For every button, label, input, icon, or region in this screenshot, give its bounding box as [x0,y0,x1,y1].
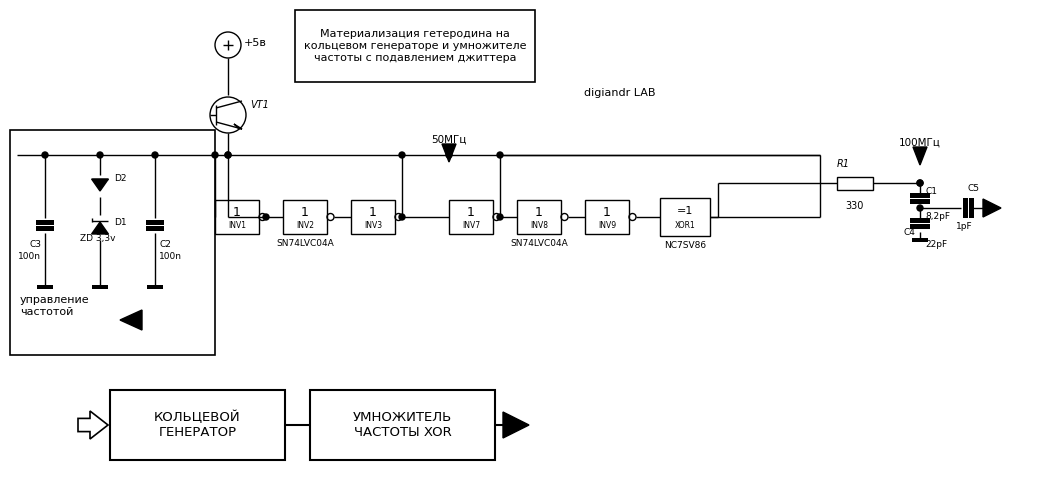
Text: INV8: INV8 [530,221,549,230]
Bar [660,198,710,236]
Polygon shape [983,199,1001,217]
Text: C3: C3 [29,240,41,249]
Text: КОЛЬЦЕВОЙ
ГЕНЕРАТОР: КОЛЬЦЕВОЙ ГЕНЕРАТОР [154,411,241,439]
Polygon shape [503,412,529,438]
Circle shape [917,205,923,211]
Bar [146,225,164,230]
Text: 1: 1 [369,206,377,220]
Text: УМНОЖИТЕЛЬ
ЧАСТОТЫ XOR: УМНОЖИТЕЛЬ ЧАСТОТЫ XOR [353,411,452,439]
Text: XOR1: XOR1 [675,221,695,230]
Text: управление
частотой: управление частотой [20,295,89,317]
Text: R1: R1 [837,159,850,169]
Text: D2: D2 [114,173,126,182]
Text: 1pF: 1pF [956,222,973,231]
Text: SN74LVC04A: SN74LVC04A [510,239,568,248]
Text: 100МГц: 100МГц [899,138,941,148]
Text: INV7: INV7 [462,221,480,230]
Bar [912,238,928,242]
Text: C4: C4 [904,228,915,237]
Bar [962,198,967,218]
Bar [10,130,215,355]
Bar [449,200,493,234]
Bar [910,198,930,203]
Text: 100n: 100n [18,252,41,261]
Circle shape [917,180,923,186]
Bar [910,223,930,228]
Text: 50МГц: 50МГц [432,135,467,145]
Text: 1: 1 [301,206,309,220]
Circle shape [917,180,923,186]
Circle shape [497,152,503,158]
Polygon shape [234,124,242,129]
Circle shape [263,214,269,220]
Circle shape [399,214,405,220]
Text: =1: =1 [677,206,693,216]
Text: D1: D1 [114,218,126,226]
Bar [310,390,495,460]
Bar [36,220,54,224]
Bar [968,198,974,218]
Polygon shape [120,310,142,330]
Text: NC7SV86: NC7SV86 [664,241,706,250]
Text: INV1: INV1 [227,221,246,230]
Polygon shape [91,222,108,234]
Text: C2: C2 [159,240,171,249]
Polygon shape [442,144,456,162]
Text: 22pF: 22pF [925,240,947,249]
Text: 1: 1 [233,206,241,220]
Text: Материализация гетеродина на
кольцевом генераторе и умножителе
частоты с подавле: Материализация гетеродина на кольцевом г… [304,29,526,63]
Circle shape [446,152,452,158]
Polygon shape [913,147,927,165]
Bar [109,390,285,460]
Bar [296,10,535,82]
Text: VT1: VT1 [250,100,269,110]
Circle shape [399,152,405,158]
Bar [92,285,108,289]
Circle shape [97,152,103,158]
Bar [910,193,930,197]
Text: C1: C1 [925,187,937,196]
Polygon shape [91,179,108,191]
Text: 100n: 100n [159,252,182,261]
Text: digiandr LAB: digiandr LAB [585,88,656,98]
Bar [146,220,164,224]
Text: INV2: INV2 [296,221,314,230]
Circle shape [497,214,503,220]
Polygon shape [78,411,108,439]
Bar [585,200,629,234]
Text: 1: 1 [535,206,543,220]
Bar [37,285,53,289]
Circle shape [212,152,218,158]
Bar [837,176,873,190]
Text: INV3: INV3 [364,221,382,230]
Circle shape [225,152,231,158]
Circle shape [152,152,158,158]
Text: 330: 330 [846,201,864,211]
Bar [215,200,259,234]
Text: 1: 1 [603,206,611,220]
Bar [36,225,54,230]
Bar [283,200,327,234]
Circle shape [43,152,48,158]
Text: 1: 1 [467,206,475,220]
Text: +5в: +5в [244,38,267,48]
Circle shape [225,152,231,158]
Text: INV9: INV9 [597,221,617,230]
Bar [147,285,163,289]
Text: 8,2pF: 8,2pF [925,212,950,221]
Text: C5: C5 [968,184,980,193]
Text: ZD 3,3v: ZD 3,3v [80,234,116,243]
Bar [351,200,395,234]
Bar [910,218,930,222]
Text: SN74LVC04A: SN74LVC04A [276,239,334,248]
Bar [517,200,561,234]
